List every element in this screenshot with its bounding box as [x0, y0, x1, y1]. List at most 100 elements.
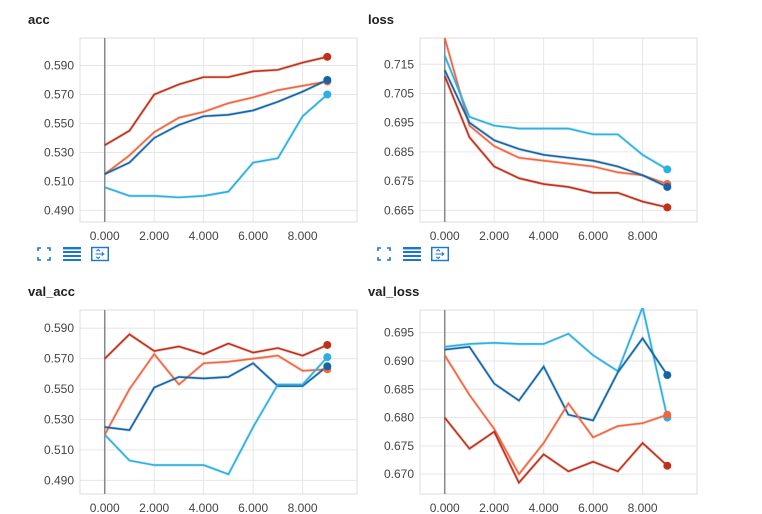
y-tick-label: 0.715	[384, 57, 414, 71]
y-tick-label: 0.685	[384, 145, 414, 159]
y-tick-label: 0.690	[384, 354, 414, 368]
series-line	[443, 37, 668, 185]
chart-title: val_acc	[28, 284, 75, 299]
series-endpoint	[323, 52, 332, 61]
chart-toolbar-loss	[375, 246, 449, 262]
series-endpoint	[663, 182, 672, 191]
series-line	[444, 336, 668, 422]
series-line	[443, 55, 668, 171]
series-line	[444, 308, 669, 418]
x-tick-label: 0.000	[90, 229, 120, 243]
series-line	[104, 93, 328, 199]
chart-title: acc	[28, 12, 50, 27]
x-tick-label: 0.000	[430, 501, 460, 514]
y-tick-label: 0.490	[44, 473, 74, 487]
data-table-icon[interactable]	[403, 246, 421, 262]
series-endpoint	[323, 353, 332, 362]
series-raw-line	[443, 416, 669, 486]
x-tick-label: 8.000	[288, 501, 318, 514]
y-tick-label: 0.550	[44, 382, 74, 396]
y-tick-label: 0.670	[384, 467, 414, 481]
chart-toolbar-acc	[35, 246, 109, 262]
y-tick-label: 0.570	[44, 352, 74, 366]
series-group	[443, 308, 669, 486]
data-table-icon[interactable]	[63, 246, 81, 262]
series-endpoint	[323, 340, 332, 349]
y-tick-label: 0.685	[384, 382, 414, 396]
series-line	[104, 56, 328, 146]
x-tick-label: 6.000	[578, 501, 608, 514]
y-tick-label: 0.665	[384, 203, 414, 217]
x-tick-label: 6.000	[238, 229, 268, 243]
x-tick-label: 4.000	[529, 229, 559, 243]
series-raw-line	[103, 332, 328, 360]
series-line	[104, 362, 328, 431]
series-line	[444, 417, 668, 485]
x-tick-label: 8.000	[288, 229, 318, 243]
chart-title: loss	[368, 12, 395, 27]
series-endpoint	[663, 410, 672, 419]
fit-screen-icon[interactable]	[375, 246, 393, 262]
series-endpoint	[663, 165, 672, 174]
chart-val-loss[interactable]: 0.000 2.000 4.000 6.000 8.000 0.695 0.690 0.685…	[340, 272, 721, 514]
plot-frame	[79, 309, 358, 495]
x-tick-label: 8.000	[628, 229, 658, 243]
series-line	[444, 354, 668, 476]
series-endpoint	[323, 362, 332, 371]
grid	[420, 38, 697, 222]
y-tick-label: 0.530	[44, 412, 74, 426]
series-endpoint	[323, 90, 332, 99]
x-tick-label: 4.000	[189, 229, 219, 243]
x-tick-label: 6.000	[238, 501, 268, 514]
series-endpoint	[663, 371, 672, 380]
y-tick-label: 0.695	[384, 116, 414, 130]
y-tick-label: 0.590	[44, 321, 74, 335]
series-line	[104, 80, 328, 175]
zoom-to-fit-icon[interactable]	[431, 246, 449, 262]
y-tick-label: 0.695	[384, 326, 414, 340]
chart-loss[interactable]: 0.000 2.000 4.000 6.000 8.000 0.715 0.705 0.695…	[340, 0, 721, 243]
x-tick-label: 2.000	[479, 501, 509, 514]
y-tick-label: 0.675	[384, 439, 414, 453]
series-endpoint	[323, 76, 332, 85]
x-tick-label: 0.000	[430, 229, 460, 243]
series-endpoint	[663, 461, 672, 470]
series-endpoint	[663, 203, 672, 212]
plot-frame	[79, 37, 358, 223]
y-tick-label: 0.530	[44, 145, 74, 159]
chart-title: val_loss	[368, 284, 420, 299]
fit-screen-icon[interactable]	[35, 246, 53, 262]
series-group	[443, 37, 669, 209]
y-tick-label: 0.570	[44, 88, 74, 102]
x-tick-label: 0.000	[90, 501, 120, 514]
chart-acc[interactable]: 0.000 2.000 4.000 6.000 8.000 0.590 0.570 0.550…	[0, 0, 381, 243]
series-line	[444, 69, 668, 188]
series-line	[104, 333, 328, 360]
series-raw-line	[443, 354, 668, 477]
plot-frame	[419, 37, 698, 223]
series-raw-line	[443, 75, 668, 209]
x-tick-label: 8.000	[628, 501, 658, 514]
x-tick-label: 2.000	[139, 501, 169, 514]
y-tick-label: 0.550	[44, 116, 74, 130]
series-line	[104, 356, 328, 476]
y-tick-label: 0.680	[384, 411, 414, 425]
series-line	[104, 352, 328, 436]
y-tick-label: 0.705	[384, 86, 414, 100]
series-group	[103, 55, 329, 199]
x-tick-label: 2.000	[479, 229, 509, 243]
series-line	[443, 75, 668, 209]
x-tick-label: 2.000	[139, 229, 169, 243]
plot-frame	[419, 309, 698, 495]
y-tick-label: 0.510	[44, 443, 74, 457]
x-tick-label: 6.000	[578, 229, 608, 243]
zoom-to-fit-icon[interactable]	[91, 246, 109, 262]
y-tick-label: 0.590	[44, 59, 74, 73]
y-tick-label: 0.490	[44, 203, 74, 217]
x-tick-label: 4.000	[529, 501, 559, 514]
chart-val-acc[interactable]: 0.000 2.000 4.000 6.000 8.000 0.590 0.570 0.550…	[0, 272, 381, 514]
series-raw-line	[104, 361, 329, 432]
series-line	[104, 79, 328, 175]
series-group	[103, 332, 329, 477]
series-raw-line	[444, 308, 669, 418]
